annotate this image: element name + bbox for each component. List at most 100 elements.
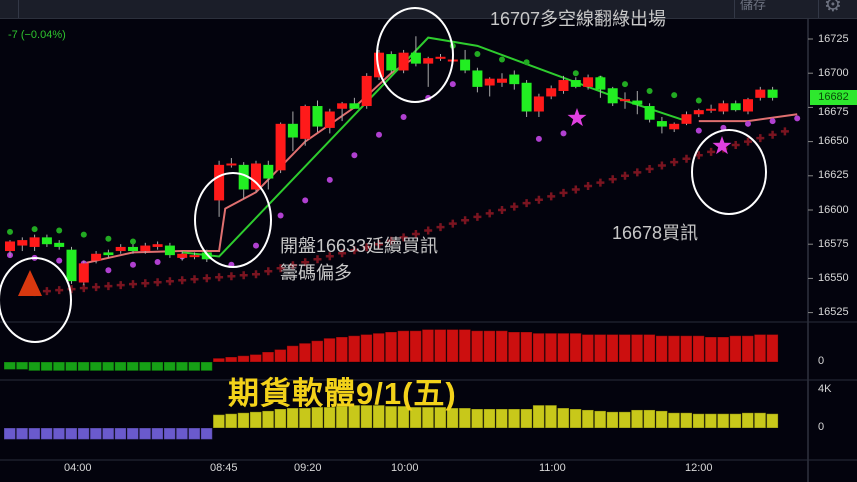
candle-up (337, 103, 348, 109)
sar-dot-bull (376, 131, 382, 138)
sar-dot-bull (449, 81, 456, 88)
volume-bar (28, 427, 41, 440)
cross-marker (202, 274, 211, 283)
time-tick-label: 09:20 (294, 462, 322, 474)
sar-dot-bear (695, 97, 702, 104)
sar-dot-bear (671, 92, 678, 99)
macd-bar-positive (680, 335, 693, 363)
cross-marker (571, 185, 580, 194)
volume-bar (569, 408, 582, 429)
candle-up (681, 114, 692, 124)
sar-dot-bear (56, 227, 63, 234)
volume-bar (397, 405, 410, 429)
candle-up (497, 78, 507, 83)
macd-bar-positive (753, 334, 767, 363)
cross-marker (42, 287, 51, 296)
macd-bar-negative (126, 361, 139, 372)
macd-bar-positive (581, 334, 595, 363)
volume-bar (3, 427, 16, 440)
macd-bar-positive (483, 330, 496, 363)
sar-dot-bull (277, 212, 284, 219)
macd-bar-positive (557, 332, 570, 363)
candle-up (718, 103, 729, 112)
candle-down (632, 100, 643, 105)
candle-down (386, 54, 397, 71)
candle-up (91, 253, 102, 261)
macd-bar-positive (643, 334, 656, 363)
price-tick-label: 16700 (818, 66, 849, 79)
macd-bar-positive (397, 330, 410, 363)
macd-bar-negative (163, 361, 176, 372)
buy-signal-annotation: 16678買訊 (612, 223, 699, 243)
cross-marker (559, 188, 568, 197)
sar-dot-bull (105, 267, 112, 274)
cross-marker (473, 212, 482, 221)
macd-bar-positive (655, 335, 668, 363)
cross-marker (670, 158, 679, 167)
macd-bar-positive (741, 335, 754, 363)
candle-up (398, 52, 409, 71)
candle-up (558, 80, 569, 91)
macd-bar-positive (434, 329, 447, 363)
volume-bar (360, 404, 373, 429)
macd-bar-positive (667, 335, 681, 363)
cross-marker (399, 233, 408, 242)
volume-bar (495, 408, 508, 429)
candle-up (275, 123, 286, 171)
candle-up (484, 78, 495, 86)
candle-up (251, 163, 261, 190)
cross-marker (510, 202, 519, 211)
gear-icon[interactable]: ⚙ (824, 0, 842, 16)
price-tick-label: 16675 (818, 106, 849, 118)
candle-down (103, 252, 114, 256)
volume-bar (458, 407, 472, 429)
cross-marker (756, 134, 765, 143)
volume-bar (520, 408, 533, 429)
cross-marker (264, 267, 273, 276)
candle-up (300, 106, 311, 139)
toolbar-divider (18, 0, 19, 18)
cross-marker (325, 252, 334, 261)
volume-bar (680, 412, 693, 429)
macd-bar-positive (495, 330, 508, 363)
sar-dot-bull (769, 118, 776, 125)
cross-marker (498, 206, 506, 214)
cross-marker (547, 192, 556, 201)
macd-bar-negative (52, 361, 66, 372)
macd-bar-negative (77, 361, 90, 372)
candle-down (509, 74, 520, 85)
sar-dot-bull (130, 261, 136, 268)
macd-bar-positive (593, 334, 607, 363)
volume-bar (384, 405, 398, 429)
open-buy-annotation: 開盤16633延續買訊 (280, 236, 439, 256)
price-tick-label: 16550 (818, 271, 849, 284)
candle-up (78, 263, 89, 283)
cross-marker (522, 199, 531, 208)
sar-dot-bull (695, 127, 702, 134)
cross-marker (780, 127, 789, 136)
candle-down (201, 252, 212, 260)
volume-bar (741, 412, 754, 429)
candle-up (214, 164, 225, 201)
volume-bar (224, 413, 238, 429)
macd-bar-negative (65, 361, 78, 372)
sar-dot-bear (105, 235, 112, 242)
save-button[interactable]: 儲存 (740, 0, 767, 12)
sar-dot-bear (523, 59, 530, 66)
cross-marker (141, 279, 150, 288)
price-tick-label: 16625 (818, 169, 849, 182)
volume-bar (421, 406, 435, 429)
cross-marker (411, 229, 420, 238)
cross-marker (129, 280, 137, 289)
macd-bar-negative (175, 361, 189, 372)
sar-dot-bull (560, 130, 567, 137)
highlight-circle (0, 257, 72, 343)
highlight-circle (691, 129, 767, 215)
volume-bar (507, 408, 521, 429)
macd-bar-positive (274, 349, 287, 363)
candle-up (435, 56, 446, 59)
volume-bar (606, 411, 619, 429)
volume-bar (532, 404, 545, 429)
macd-bar-positive (544, 332, 558, 363)
